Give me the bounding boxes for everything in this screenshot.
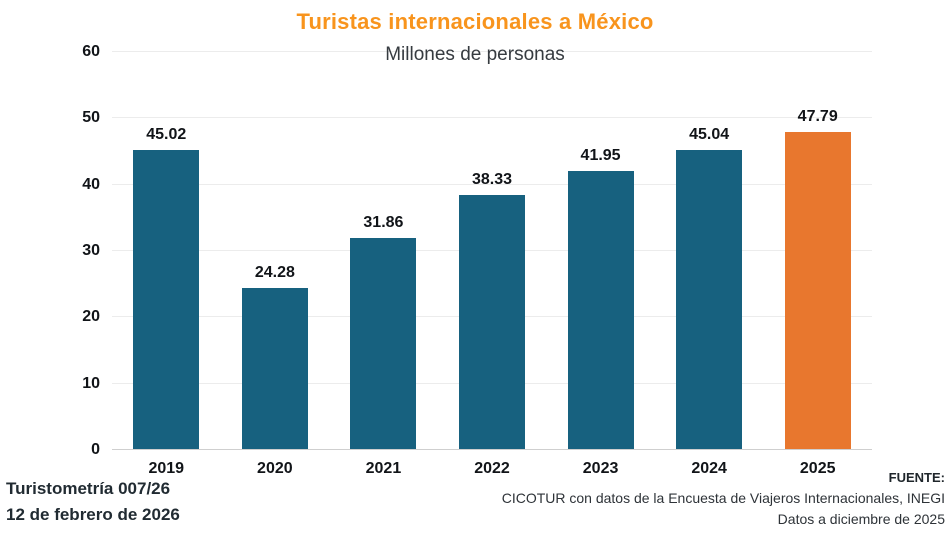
x-tick-2022: 2022 — [474, 460, 510, 477]
report-id: Turistometría 007/26 — [6, 479, 171, 498]
value-label-2021: 31.86 — [363, 213, 404, 231]
report-date: 12 de febrero de 2026 — [6, 505, 180, 524]
gridline-y50 — [112, 117, 872, 119]
y-tick-40: 40 — [82, 175, 100, 193]
y-tick-60: 60 — [82, 43, 100, 60]
y-tick-20: 20 — [82, 308, 100, 326]
gridline-y0 — [112, 449, 872, 450]
value-label-2020: 24.28 — [254, 263, 295, 281]
x-tick-2025: 2025 — [799, 460, 836, 477]
gridline-y40 — [112, 183, 872, 185]
x-tick-2020: 2020 — [257, 460, 293, 477]
bar-2025 — [784, 132, 851, 449]
bar-2019 — [133, 150, 200, 449]
plot-area: 45.02 24.28 31.86 38.33 41.95 45.04 47.79 — [112, 51, 872, 450]
value-label-2023: 41.95 — [580, 146, 621, 164]
x-tick-2019: 2019 — [148, 460, 185, 477]
source-line2: Datos a diciembre de 2025 — [777, 511, 945, 527]
y-tick-10: 10 — [82, 374, 100, 392]
source-label: FUENTE: — [888, 470, 945, 485]
x-tick-2023: 2023 — [582, 460, 619, 477]
value-label-2025: 47.79 — [797, 108, 838, 125]
y-tick-30: 30 — [82, 242, 100, 259]
gridline-y60 — [112, 51, 872, 52]
x-tick-2021: 2021 — [365, 460, 402, 477]
y-tick-0: 0 — [91, 441, 100, 458]
value-label-2024: 45.04 — [689, 126, 730, 144]
value-label-2019: 45.02 — [146, 126, 187, 144]
bar-2022 — [459, 194, 525, 449]
bar-2024 — [676, 150, 743, 449]
chart-subtitle: Millones de personas — [385, 44, 565, 65]
value-label-2022: 38.33 — [471, 170, 513, 188]
bar-2020 — [241, 287, 308, 449]
source-line1: CICOTUR con datos de la Encuesta de Viaj… — [501, 490, 945, 506]
y-tick-50: 50 — [82, 109, 100, 127]
report-info: Turistometría 007/26 12 de febrero de 20… — [6, 476, 180, 528]
x-tick-2024: 2024 — [691, 460, 727, 477]
source-info: FUENTE: CICOTUR con datos de la Encuesta… — [502, 470, 945, 530]
bar-2023 — [567, 170, 634, 449]
chart-title: Turistas internacionales a México — [296, 9, 654, 34]
bar-2021 — [350, 237, 417, 449]
